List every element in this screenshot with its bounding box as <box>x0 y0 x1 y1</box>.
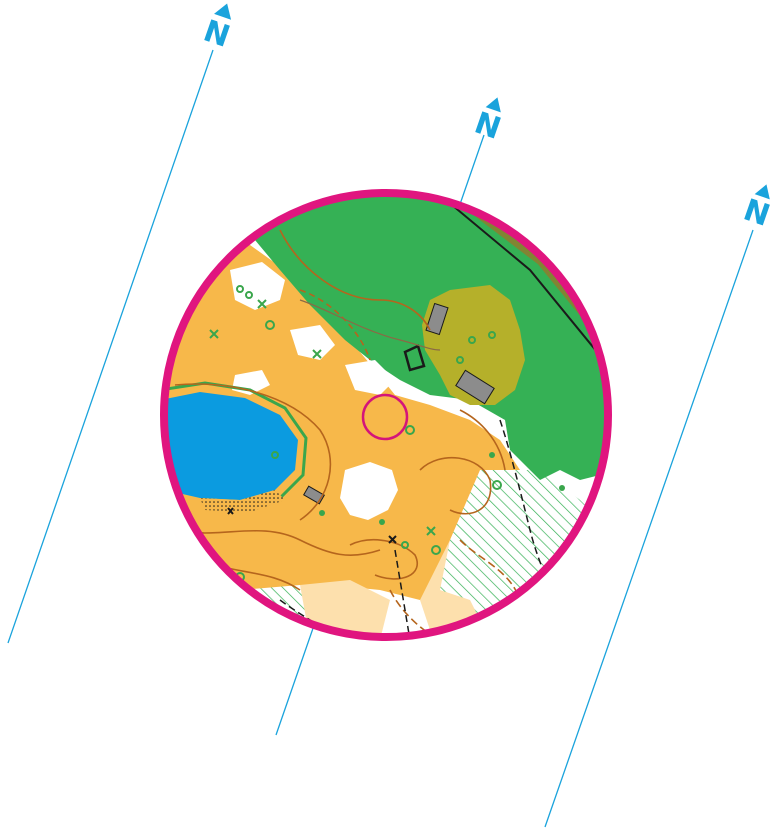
dotted-sand-shore <box>200 490 285 512</box>
north-line-right <box>544 229 754 828</box>
building <box>455 369 495 405</box>
road <box>439 194 608 381</box>
forest-patch <box>340 462 398 520</box>
building-outline <box>403 344 426 372</box>
north-arrow-label: N <box>739 193 771 234</box>
striped-vegetation-area-2 <box>230 585 310 637</box>
north-arrow-middle: N <box>470 97 505 147</box>
control-circle <box>361 393 409 441</box>
north-arrow-left: N <box>199 3 234 55</box>
building <box>425 302 449 336</box>
green-dots <box>319 452 565 525</box>
north-arrow-label: N <box>199 14 234 55</box>
map-border <box>160 189 612 641</box>
open-land-area <box>164 245 545 610</box>
black-x-symbols <box>227 507 397 544</box>
north-arrow-label: N <box>470 106 505 147</box>
building <box>303 485 325 505</box>
north-arrow-head-icon <box>214 3 232 20</box>
north-line-left <box>7 49 214 644</box>
north-arrow-head-icon <box>485 97 501 113</box>
trail <box>299 299 441 351</box>
forest-patch <box>290 325 335 360</box>
north-arrow-right: N <box>739 184 771 234</box>
undergrowth-area <box>422 285 525 405</box>
map-excerpt <box>164 193 608 637</box>
green-x-symbols <box>209 299 436 536</box>
forest-patch <box>230 262 285 310</box>
north-arrow-head-icon <box>754 184 770 200</box>
lake <box>164 392 298 500</box>
forest-patch <box>345 360 395 395</box>
